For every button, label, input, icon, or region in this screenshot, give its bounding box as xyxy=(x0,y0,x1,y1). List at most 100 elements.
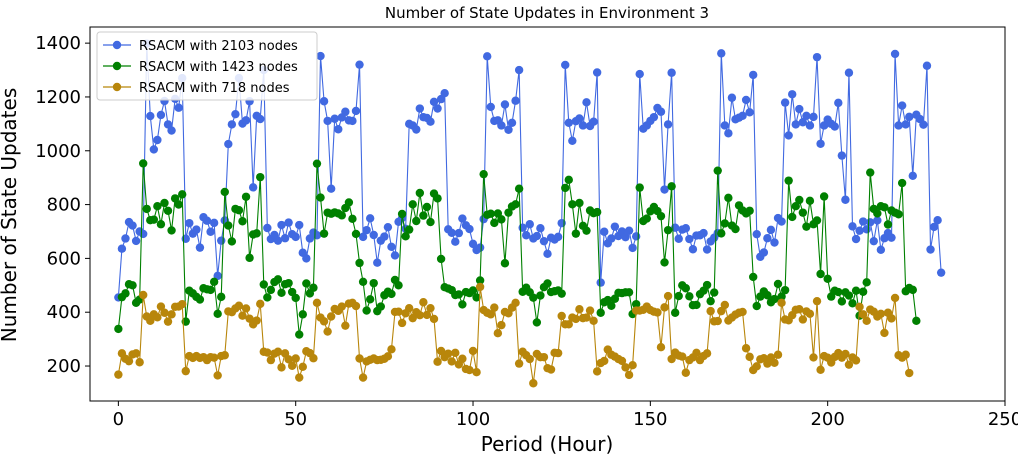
y-tick-label: 1400 xyxy=(35,33,81,54)
data-point xyxy=(834,287,843,297)
data-point xyxy=(812,296,822,306)
data-point xyxy=(174,200,183,209)
data-point xyxy=(504,208,513,217)
data-point xyxy=(387,242,396,252)
data-point xyxy=(334,125,343,134)
data-point xyxy=(185,218,194,228)
data-point xyxy=(543,279,552,288)
data-point xyxy=(231,109,240,119)
data-point xyxy=(114,324,123,334)
data-point xyxy=(834,98,843,108)
data-point xyxy=(890,49,900,59)
data-point xyxy=(589,117,598,126)
data-point xyxy=(490,218,499,228)
legend-item: RSACM with 2103 nodes xyxy=(103,39,298,54)
data-point xyxy=(752,362,761,371)
data-point xyxy=(610,222,620,231)
data-point xyxy=(805,196,815,206)
x-tick-label: 0 xyxy=(113,409,124,430)
data-point xyxy=(160,308,169,317)
data-point xyxy=(858,310,868,319)
data-point xyxy=(447,357,456,366)
data-point xyxy=(529,293,538,302)
data-point xyxy=(596,278,605,287)
data-point xyxy=(788,90,797,99)
plot-area xyxy=(89,26,1006,402)
data-point xyxy=(291,354,300,363)
data-point xyxy=(220,187,229,197)
data-point xyxy=(663,225,673,235)
data-point xyxy=(529,379,538,388)
data-point xyxy=(401,232,410,241)
x-tick-label: 150 xyxy=(633,409,667,430)
data-point xyxy=(663,120,673,129)
data-point xyxy=(458,300,467,309)
data-point xyxy=(575,305,584,314)
data-point xyxy=(295,220,304,230)
series-3 xyxy=(114,282,914,388)
data-point xyxy=(905,368,914,378)
data-point xyxy=(592,207,602,217)
data-point xyxy=(809,112,818,122)
data-point xyxy=(422,202,432,212)
data-point xyxy=(795,104,804,114)
data-point xyxy=(624,288,634,297)
data-point xyxy=(507,118,517,127)
data-point xyxy=(397,209,407,219)
data-point xyxy=(525,354,534,364)
data-point xyxy=(809,353,818,362)
data-point xyxy=(720,121,730,130)
data-point xyxy=(316,193,325,202)
data-point xyxy=(131,349,141,358)
data-point xyxy=(738,307,747,317)
data-point xyxy=(770,294,779,304)
legend-marker xyxy=(112,82,122,92)
legend-box xyxy=(96,31,318,101)
data-point xyxy=(245,253,254,263)
data-point xyxy=(802,222,811,231)
data-point xyxy=(795,195,804,205)
data-point xyxy=(397,318,407,328)
data-point xyxy=(858,217,868,226)
data-point xyxy=(692,300,701,310)
data-point xyxy=(273,236,283,245)
data-point xyxy=(702,349,712,358)
data-point xyxy=(238,217,247,226)
data-point xyxy=(206,285,215,295)
data-point xyxy=(543,249,552,259)
data-point xyxy=(319,97,329,106)
data-point xyxy=(355,258,364,268)
data-point xyxy=(284,278,293,288)
data-point xyxy=(298,310,307,319)
data-point xyxy=(763,359,772,368)
data-point xyxy=(124,356,134,366)
series-2 xyxy=(114,159,921,339)
data-point xyxy=(575,198,584,208)
y-axis-label: Number of State Updates xyxy=(0,88,21,342)
data-point xyxy=(146,316,155,326)
data-point xyxy=(713,166,722,175)
data-point xyxy=(131,236,141,246)
data-point xyxy=(404,225,414,234)
data-point xyxy=(348,116,357,126)
data-point xyxy=(837,297,847,306)
data-point xyxy=(926,245,935,254)
data-point xyxy=(525,220,534,229)
data-point xyxy=(851,234,861,244)
data-point xyxy=(660,185,669,194)
data-point xyxy=(805,121,815,130)
data-point xyxy=(365,214,375,223)
data-point xyxy=(174,103,183,112)
data-point xyxy=(621,363,630,372)
data-point xyxy=(905,112,914,122)
data-point xyxy=(209,353,219,362)
data-point xyxy=(302,279,311,288)
data-point xyxy=(454,290,464,299)
data-point xyxy=(568,200,577,209)
data-point xyxy=(812,52,822,62)
data-point xyxy=(741,344,751,353)
data-point xyxy=(206,227,215,236)
data-point xyxy=(490,303,499,312)
data-point xyxy=(412,216,421,226)
